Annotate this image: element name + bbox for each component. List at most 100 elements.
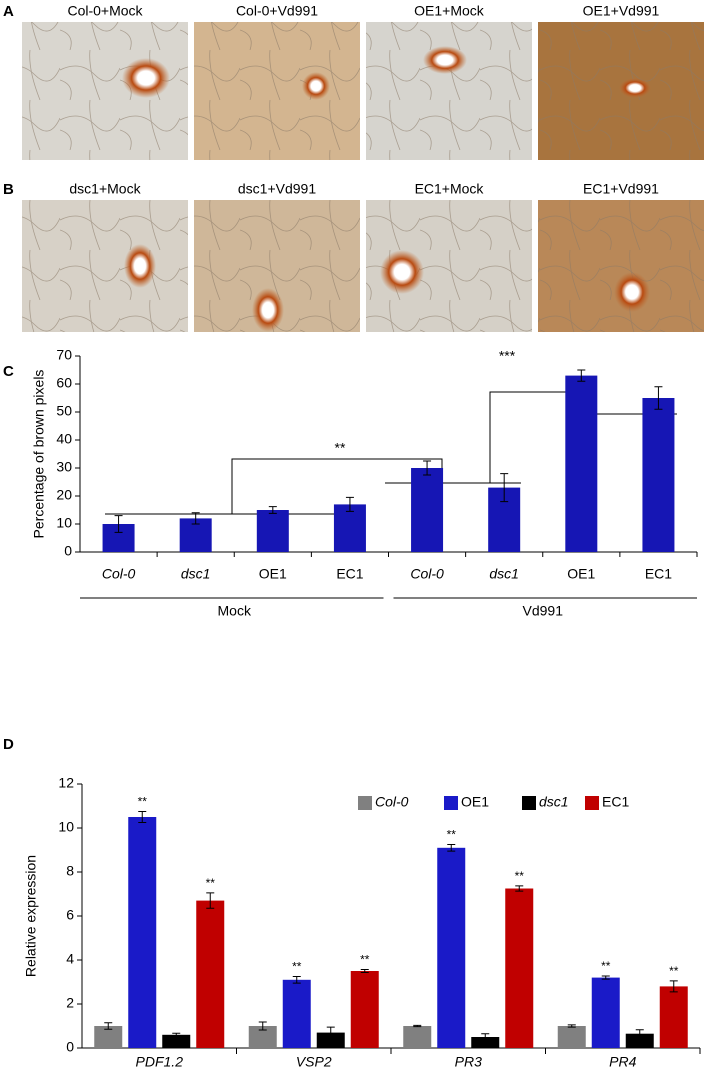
panel-letter: A [3,3,14,20]
significance-label: ** [138,795,148,809]
error-bar [191,512,200,525]
bar [316,1032,345,1048]
bar [411,468,444,552]
bar [591,977,620,1048]
significance-label: ** [447,828,457,842]
bar [403,1026,432,1048]
bar [557,1026,586,1048]
panel-letter: C [3,363,14,380]
error-bar [654,386,663,410]
error-bar [104,1022,113,1030]
bar [282,979,311,1048]
error-bar [360,968,369,974]
y-tick-label: 12 [58,775,74,791]
error-bar [481,1033,490,1041]
y-tick-label: 70 [56,347,72,363]
bar [94,1026,123,1048]
panel-a [22,22,704,160]
error-bar [258,1021,267,1031]
y-tick-label: 30 [56,459,72,475]
x-tick-label: PDF1.2 [136,1054,184,1070]
panel-b [22,200,704,332]
error-bar [500,473,509,503]
legend-swatch [444,796,458,810]
x-tick-label: OE1 [259,566,287,582]
x-tick-label: VSP2 [296,1054,332,1070]
error-bar [635,1029,644,1039]
bar [471,1037,500,1048]
legend-label: dsc1 [539,794,569,810]
leaf-veins [22,200,188,332]
y-tick-label: 2 [66,995,74,1011]
lesion [302,72,330,100]
x-tick-label: Col-0 [410,566,444,582]
bar [659,986,688,1048]
error-bar [413,1024,422,1028]
x-tick-label: dsc1 [181,566,211,582]
y-tick-label: 40 [56,431,72,447]
leaf-veins [366,22,532,160]
error-bar [172,1032,181,1037]
group-label: Mock [218,603,252,619]
error-bar [567,1024,576,1028]
significance-label: ** [360,953,370,967]
x-tick-label: EC1 [645,566,672,582]
legend-swatch [585,796,599,810]
lesion [124,244,156,288]
group-label: Vd991 [523,603,564,619]
photo-label: EC1+Vd991 [583,181,659,197]
error-bar [601,975,610,980]
significance-label: ** [292,960,302,974]
photo-label: EC1+Mock [415,181,485,197]
bar [196,900,225,1048]
error-bar [515,885,524,892]
x-tick-label: OE1 [567,566,595,582]
y-tick-label: 10 [56,515,72,531]
y-tick-label: 50 [56,403,72,419]
bar [128,817,157,1048]
error-bar [345,496,354,512]
lesion [252,288,284,332]
photo-label: dsc1+Vd991 [238,181,316,197]
bar [162,1034,191,1048]
legend-swatch [522,796,536,810]
bar [350,971,379,1048]
significance-label: ** [515,869,525,883]
x-tick-label: dsc1 [489,566,519,582]
bar [625,1033,654,1048]
bar [248,1026,277,1048]
y-tick-label: 0 [64,543,72,559]
bar [333,504,366,552]
y-tick-label: 10 [58,819,74,835]
y-tick-label: 0 [66,1039,74,1055]
error-bar [326,1026,335,1039]
panel-letter: B [3,181,14,198]
error-bar [268,506,277,514]
y-tick-label: 60 [56,375,72,391]
y-tick-label: 8 [66,863,74,879]
legend-label: OE1 [461,794,489,810]
legend-label: EC1 [602,794,629,810]
significance-label: ** [335,440,346,456]
x-tick-label: Col-0 [102,566,136,582]
photo-label: Col-0+Vd991 [236,3,318,19]
y-tick-label: 20 [56,487,72,503]
y-tick-label: 6 [66,907,74,923]
lesion [619,78,651,98]
bar [642,398,675,552]
y-tick-label: 4 [66,951,74,967]
error-bar [577,369,586,382]
significance-label: ** [601,959,611,973]
x-tick-label: PR4 [609,1054,636,1070]
legend-swatch [358,796,372,810]
error-bar [114,515,123,533]
legend-label: Col-0 [375,794,409,810]
lesion [122,58,170,98]
lesion [614,272,650,312]
significance-label: ** [206,876,216,890]
leaf-veins [538,200,704,332]
bar [437,847,466,1048]
error-bar [206,892,215,909]
bar [505,888,534,1048]
